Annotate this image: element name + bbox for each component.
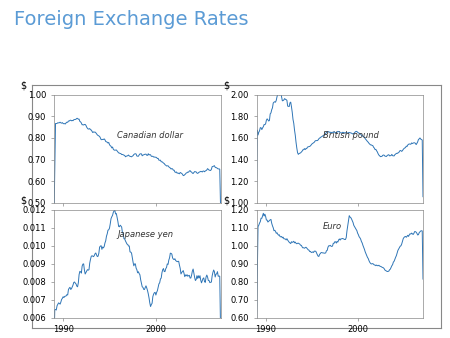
Text: Canadian dollar: Canadian dollar — [117, 131, 183, 140]
Text: Japanese yen: Japanese yen — [117, 230, 173, 239]
Text: $: $ — [21, 80, 27, 90]
Text: Euro: Euro — [323, 222, 342, 231]
Text: $: $ — [21, 195, 27, 205]
Text: $: $ — [223, 80, 230, 90]
Text: British pound: British pound — [323, 131, 379, 140]
Text: $: $ — [223, 195, 230, 205]
Text: Foreign Exchange Rates: Foreign Exchange Rates — [14, 10, 248, 29]
